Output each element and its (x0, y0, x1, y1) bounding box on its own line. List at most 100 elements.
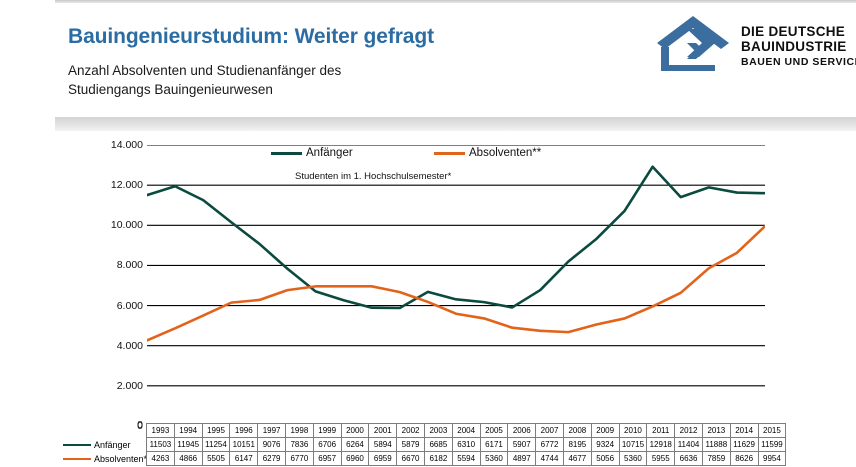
top-divider (55, 0, 856, 3)
table-cell-year: 1994 (173, 423, 203, 438)
y-tick-label: 8.000 (116, 259, 143, 272)
row-swatch-absolventen (63, 457, 91, 461)
table-row-years: 1993 1994 1995 1996 1997 1998 1999 2000 2001 2002… (146, 423, 787, 438)
table-cell-value: 6636 (674, 451, 703, 466)
table-cell-value: 11629 (729, 437, 759, 452)
table-cell-value: 4744 (535, 451, 564, 466)
table-cell-value: 6264 (340, 437, 370, 452)
table-cell-value: 4897 (507, 451, 537, 466)
table-cell-year: 1993 (146, 423, 175, 438)
table-cell-value: 5894 (368, 437, 398, 452)
table-row: 4263 4866 5505 6147 6279 6770 6957 6960 6959 6670… (146, 451, 787, 466)
y-tick-label: 0 (137, 420, 143, 432)
logo-line-3: BAUEN UND SERVICES (741, 56, 856, 68)
data-table-section: 0 Anfänger Absolventen** 1993 1994 1995 199… (55, 419, 856, 467)
table-cell-value: 6957 (312, 451, 342, 466)
table-cell-value: 9954 (757, 451, 787, 466)
y-tick-label: 10.000 (110, 219, 143, 232)
table-cell-year: 2003 (423, 423, 453, 438)
plot-area (147, 145, 765, 426)
table-cell-value: 12918 (646, 437, 676, 452)
chart-legend: Anfänger Absolventen** Studenten im 1. H… (147, 147, 765, 191)
table-cell-year: 2005 (479, 423, 509, 438)
table-cell-value: 6960 (340, 451, 370, 466)
row-label-text-anfaenger: Anfänger (94, 440, 131, 450)
table-cell-value: 6147 (229, 451, 259, 466)
legend-note: Studenten im 1. Hochschulsemester* (295, 171, 452, 182)
logo-wordmark: DIE DEUTSCHE BAUINDUSTRIE BAUEN UND SERV… (741, 24, 856, 69)
y-axis-zero-label: 0 (137, 419, 143, 431)
table-row: 11503 11945 11254 10151 9076 7836 6706 6264 5894… (146, 437, 787, 452)
table-cell-value: 8195 (562, 437, 592, 452)
logo-line-2: BAUINDUSTRIE (741, 39, 847, 54)
row-swatch-anfaenger (63, 443, 91, 447)
subtitle-line-2: Studiengangs Bauingenieurwesen (68, 82, 273, 97)
table-cell-year: 2014 (729, 423, 759, 438)
table-cell-year: 1995 (201, 423, 231, 438)
table-cell-value: 6182 (423, 451, 453, 466)
table-cell-year: 2015 (757, 423, 787, 438)
table-cell-value: 9324 (590, 437, 620, 452)
table-cell-year: 2006 (507, 423, 537, 438)
table-cell-value: 11404 (674, 437, 703, 452)
table-cell-value: 11254 (201, 437, 231, 452)
table-cell-year: 1996 (229, 423, 259, 438)
table-row-label-anfaenger: Anfänger (63, 440, 131, 450)
table-cell-value: 7859 (701, 451, 731, 466)
table-cell-value: 6670 (396, 451, 425, 466)
logo-line-1: DIE DEUTSCHE (741, 24, 846, 39)
y-tick-label: 6.000 (116, 299, 143, 312)
line-chart (147, 145, 765, 387)
table-cell-value: 5594 (451, 451, 481, 466)
subtitle-line-1: Anzahl Absolventen und Studienanfänger d… (68, 63, 342, 78)
y-tick-label: 2.000 (116, 379, 143, 392)
table-cell-year: 1998 (284, 423, 314, 438)
y-axis: 0 2.000 4.000 6.000 8.000 10.000 12.000 14.000 (55, 139, 143, 432)
legend-swatch-absolventen (434, 151, 465, 155)
table-cell-year: 1999 (312, 423, 342, 438)
table-cell-value: 6279 (257, 451, 286, 466)
table-cell-value: 10715 (618, 437, 648, 452)
legend-item-absolventen: Absolventen** (434, 147, 541, 159)
table-cell-value: 6770 (284, 451, 314, 466)
table-cell-value: 6171 (479, 437, 509, 452)
table-cell-value: 6685 (423, 437, 453, 452)
brand-logo: DIE DEUTSCHE BAUINDUSTRIE BAUEN UND SERV… (653, 11, 856, 83)
row-label-text-absolventen: Absolventen** (94, 454, 151, 464)
table-cell-value: 10151 (229, 437, 259, 452)
panel-top-band (55, 117, 856, 131)
legend-label-absolventen: Absolventen** (469, 147, 542, 159)
table-cell-value: 6959 (368, 451, 398, 466)
table-cell-year: 2008 (562, 423, 592, 438)
table-cell-value: 6706 (312, 437, 342, 452)
y-tick-label: 14.000 (110, 139, 143, 151)
table-cell-year: 2010 (618, 423, 648, 438)
table-cell-year: 2001 (368, 423, 398, 438)
table-cell-value: 5955 (646, 451, 676, 466)
table-cell-value: 4263 (146, 451, 175, 466)
table-cell-value: 11503 (146, 437, 175, 452)
table-cell-value: 6310 (451, 437, 481, 452)
table-cell-year: 1997 (257, 423, 286, 438)
house-arrow-logo-icon (657, 16, 729, 71)
table-cell-year: 2012 (674, 423, 703, 438)
legend-swatch-anfaenger (271, 151, 302, 155)
table-cell-value: 4866 (173, 451, 203, 466)
legend-item-anfaenger: Anfänger (271, 147, 353, 159)
table-cell-year: 2011 (646, 423, 676, 438)
table-cell-value: 11945 (173, 437, 203, 452)
y-tick-label: 4.000 (116, 339, 143, 352)
table-cell-value: 11888 (701, 437, 731, 452)
table-cell-year: 2004 (451, 423, 481, 438)
table-cell-year: 2013 (701, 423, 731, 438)
table-cell-value: 11599 (757, 437, 787, 452)
table-cell-year: 2000 (340, 423, 370, 438)
table-cell-value: 5360 (618, 451, 648, 466)
table-cell-value: 5879 (396, 437, 425, 452)
y-tick-label: 12.000 (110, 179, 143, 192)
table-cell-value: 8626 (729, 451, 759, 466)
table-row-label-absolventen: Absolventen** (63, 454, 151, 464)
data-table: 1993 1994 1995 1996 1997 1998 1999 2000 2001 2002… (146, 423, 787, 466)
table-cell-value: 5056 (590, 451, 620, 466)
